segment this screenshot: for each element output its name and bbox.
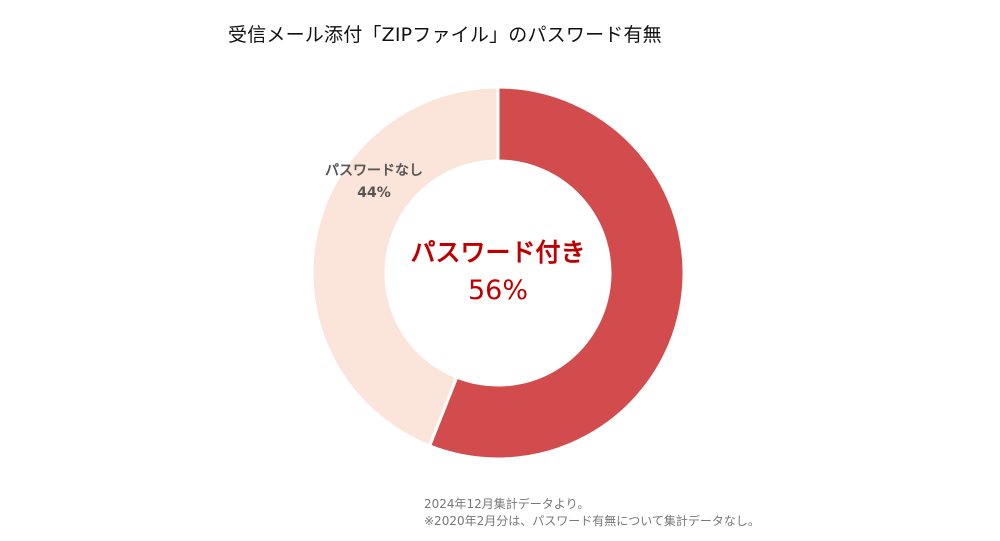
slice-with-password (427, 85, 686, 461)
slice-name-no-password: パスワードなし (325, 163, 423, 179)
slice-value-no-password: 44% (357, 185, 391, 201)
slice-value-with-password: 56% (467, 275, 528, 306)
footnote-exception: ※2020年2月分は、パスワード有無について集計データなし。 (424, 514, 760, 528)
slice-name-with-password: パスワード付き (410, 238, 586, 267)
slice-label-no-password: パスワードなし 44% (294, 160, 454, 204)
chart-title: 受信メール添付「ZIPファイル」のパスワード有無 (228, 24, 662, 46)
slice-no-password (310, 85, 500, 448)
slice-label-with-password: パスワード付き 56% (378, 234, 618, 310)
footnotes: 2024年12月集計データより。 ※2020年2月分は、パスワード有無について集… (424, 496, 760, 530)
footnote-source: 2024年12月集計データより。 (424, 497, 590, 511)
